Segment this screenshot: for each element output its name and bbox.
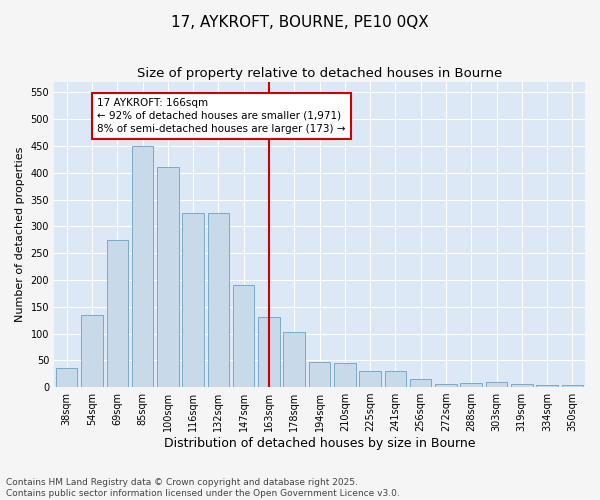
Text: Contains HM Land Registry data © Crown copyright and database right 2025.
Contai: Contains HM Land Registry data © Crown c… [6,478,400,498]
Bar [81,314,103,387]
Bar [309,362,330,387]
Bar [385,371,406,387]
Text: 17 AYKROFT: 166sqm
← 92% of detached houses are smaller (1,971)
8% of semi-detac: 17 AYKROFT: 166sqm ← 92% of detached hou… [97,98,346,134]
Bar [182,213,204,387]
Bar [132,146,153,387]
Bar [435,384,457,387]
Bar [157,168,179,387]
Bar [258,318,280,387]
Title: Size of property relative to detached houses in Bourne: Size of property relative to detached ho… [137,68,502,80]
Bar [410,379,431,387]
Bar [208,213,229,387]
Bar [56,368,77,387]
Bar [107,240,128,387]
X-axis label: Distribution of detached houses by size in Bourne: Distribution of detached houses by size … [164,437,475,450]
Text: 17, AYKROFT, BOURNE, PE10 0QX: 17, AYKROFT, BOURNE, PE10 0QX [171,15,429,30]
Bar [460,383,482,387]
Bar [283,332,305,387]
Bar [233,286,254,387]
Bar [359,371,381,387]
Bar [511,384,533,387]
Bar [334,363,356,387]
Bar [562,386,583,387]
Y-axis label: Number of detached properties: Number of detached properties [15,146,25,322]
Bar [486,382,507,387]
Bar [536,386,558,387]
